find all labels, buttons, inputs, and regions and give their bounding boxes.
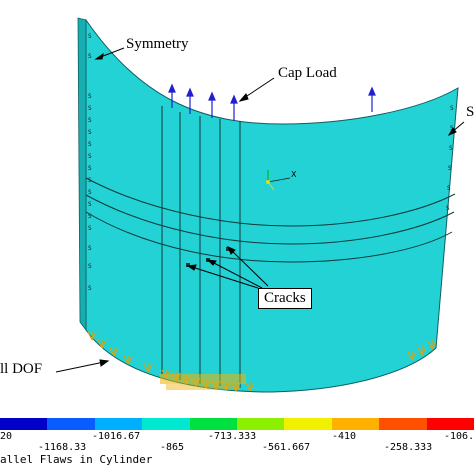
cap-load-label: Cap Load [278,65,337,81]
axis-x-label: X [291,170,297,179]
legend-value: -865 [160,442,185,453]
legend-value: -1016.67 [92,431,141,442]
legend-color-segment [94,418,143,430]
constraint-cluster [160,374,246,390]
svg-text:S: S [88,105,92,112]
svg-text:S: S [449,145,453,152]
svg-text:S: S [447,185,451,192]
legend-value: -258.333 [384,442,433,453]
legend-color-segment [331,418,380,430]
contour-legend: 20 -1016.67 -713.333 -410 -106. -1168.33… [0,414,474,454]
legend-color-segment [284,418,332,430]
crack-line-circumferential [85,211,453,263]
symmetry-markers-right: S S S S S S [446,105,454,212]
svg-text:S: S [450,125,454,132]
svg-text:S: S [88,213,92,220]
svg-text:S: S [88,189,92,196]
callout-leaders [55,47,465,373]
cylinder-shell [85,18,459,393]
svg-text:S: S [88,165,92,172]
legend-color-segment [142,418,190,430]
legend-color-bar [0,418,474,430]
crack-marker [226,247,230,251]
svg-text:S: S [88,285,92,292]
coordinate-triad: X [266,170,297,191]
svg-text:S: S [88,153,92,160]
svg-text:S: S [450,105,454,112]
shell-inner-edge [77,17,87,332]
svg-text:S: S [446,205,450,212]
svg-text:S: S [88,225,92,232]
cap-load-arrows [168,83,376,121]
legend-value: -561.667 [262,442,311,453]
svg-text:S: S [88,33,92,40]
svg-text:S: S [448,165,452,172]
svg-text:S: S [88,201,92,208]
legend-color-segment [0,418,48,430]
svg-text:S: S [88,117,92,124]
svg-text:S: S [88,245,92,252]
all-dof-label: ll DOF [0,361,43,377]
legend-value: -713.333 [208,431,257,442]
svg-text:S: S [88,93,92,100]
right-edge-label: S [466,104,474,120]
svg-text:S: S [88,129,92,136]
legend-color-segment [189,418,238,430]
crack-line-circumferential [85,177,456,227]
crack-line-circumferential [85,194,455,245]
legend-color-segment [47,418,95,430]
legend-value: 20 [0,431,13,442]
svg-text:S: S [88,141,92,148]
legend-color-segment [379,418,427,430]
crack-marker [186,263,190,267]
legend-value: -410 [332,431,357,442]
svg-text:S: S [88,263,92,270]
legend-color-segment [237,418,285,430]
svg-text:S: S [88,53,92,60]
legend-value: -106. [444,431,474,442]
svg-text:S: S [88,177,92,184]
figure-caption: allel Flaws in Cylinder [0,453,153,466]
legend-color-segment [426,418,474,430]
cracks-label: Cracks [258,288,312,309]
legend-value: -1168.33 [38,442,87,453]
symmetry-label: Symmetry [126,36,189,52]
